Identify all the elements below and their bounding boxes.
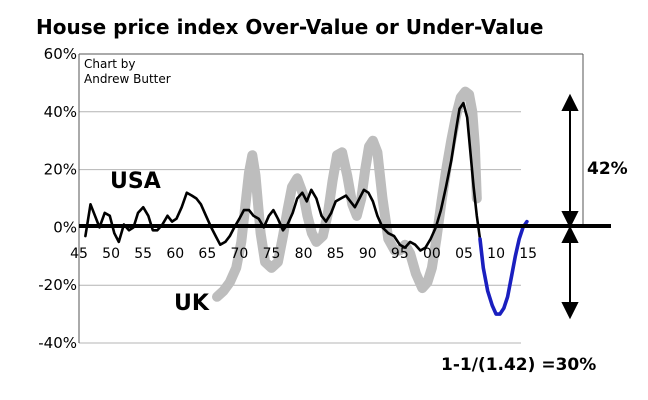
down-arrow	[561, 225, 579, 320]
up-arrow	[561, 93, 579, 229]
y-tick-label-2: 20%	[44, 161, 77, 179]
x-tick-label-12: 05	[455, 246, 473, 262]
x-tick-label-9: 90	[359, 246, 377, 262]
y-tick-labels: 60% 40% 20% 0% -20% -40%	[38, 45, 77, 352]
forty-two-percent-label: 42%	[587, 159, 628, 179]
x-tick-label-10: 95	[391, 246, 409, 262]
series-line-uk	[212, 86, 482, 302]
usa-series-label: USA	[110, 169, 161, 194]
y-tick-label-3: 0%	[53, 218, 77, 236]
x-tick-label-8: 85	[327, 246, 345, 262]
x-tick-label-3: 60	[166, 246, 184, 262]
x-tick-labels: 45 50 55 60 65 70 75 80 85 90 95 00 05 10 15	[70, 246, 537, 262]
x-tick-label-1: 50	[102, 246, 120, 262]
y-tick-label-5: -40%	[38, 334, 77, 352]
series-line-projection	[478, 219, 529, 316]
credit-line-1: Chart by	[84, 57, 136, 71]
x-tick-label-5: 70	[231, 246, 249, 262]
x-tick-label-14: 15	[519, 246, 537, 262]
x-tick-label-11: 00	[423, 246, 441, 262]
x-tick-label-4: 65	[198, 246, 216, 262]
x-tick-label-7: 80	[295, 246, 313, 262]
uk-series-label: UK	[174, 291, 210, 316]
credit-line-2: Andrew Butter	[84, 72, 171, 86]
x-tick-label-6: 75	[263, 246, 281, 262]
x-tick-label-0: 45	[70, 246, 88, 262]
y-tick-label-0: 60%	[44, 45, 77, 63]
y-tick-label-4: -20%	[38, 276, 77, 294]
y-tick-label-1: 40%	[44, 103, 77, 121]
series-lines	[84, 86, 529, 316]
formula-label: 1-1/(1.42) =30%	[441, 355, 596, 375]
x-tick-label-13: 10	[487, 246, 505, 262]
chart-title: House price index Over-Value or Under-Va…	[36, 15, 543, 39]
x-tick-label-2: 55	[134, 246, 152, 262]
